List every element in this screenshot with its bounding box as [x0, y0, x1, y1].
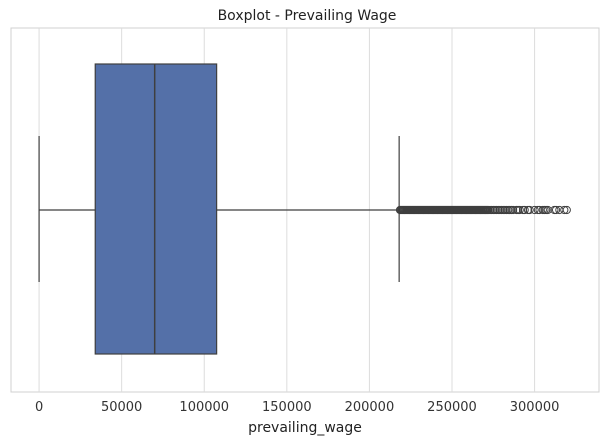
outlier-points — [395, 205, 571, 215]
chart-title: Boxplot - Prevailing Wage — [218, 8, 397, 24]
x-tick-label: 0 — [35, 400, 43, 415]
x-tick-labels: 0 50000 100000 150000 200000 250000 300000 — [35, 400, 559, 415]
x-tick-label: 250000 — [427, 400, 477, 415]
outlier-point — [535, 205, 544, 215]
outlier-point — [515, 205, 524, 215]
iqr-box — [94, 63, 218, 355]
x-tick-label: 100000 — [179, 400, 229, 415]
boxplot-group — [38, 63, 400, 355]
x-tick-label: 150000 — [262, 400, 312, 415]
outlier-point — [525, 205, 534, 215]
outlier-point — [530, 205, 539, 215]
outlier-point — [520, 205, 529, 215]
x-tick-label: 200000 — [345, 400, 395, 415]
outlier-point — [560, 205, 569, 215]
x-tick-label: 300000 — [510, 400, 560, 415]
outlier-point — [551, 205, 561, 215]
outlier-point — [562, 205, 571, 215]
x-axis-label: prevailing_wage — [248, 420, 362, 436]
outlier-point — [509, 205, 518, 215]
outlier-point — [543, 205, 552, 215]
x-tick-label: 50000 — [101, 400, 142, 415]
